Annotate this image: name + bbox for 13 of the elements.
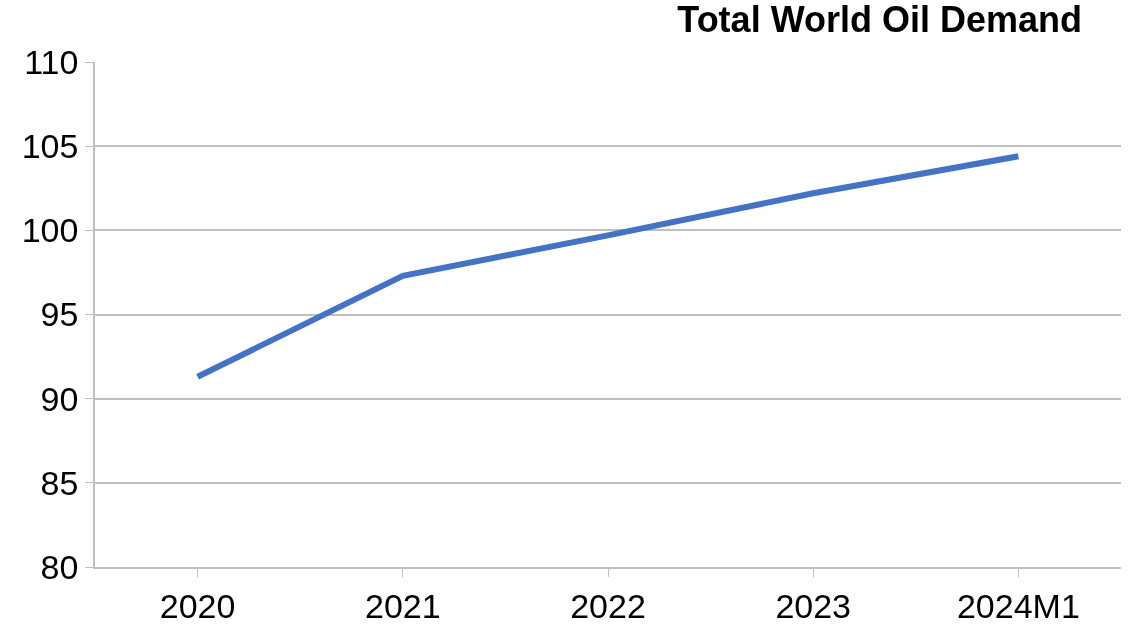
- chart-title: Total World Oil Demand: [677, 0, 1083, 40]
- x-tick-label: 2021: [364, 586, 441, 625]
- y-tick-label: 80: [40, 547, 79, 586]
- y-tick-label: 110: [24, 42, 79, 81]
- x-tick-label: 2020: [159, 586, 236, 625]
- y-tick-label: 100: [21, 211, 79, 250]
- y-tick-label: 105: [21, 127, 79, 166]
- x-tick-label: 2023: [775, 586, 852, 625]
- y-tick-label: 90: [40, 379, 79, 418]
- x-tick-label: 2024M1: [956, 586, 1080, 625]
- y-tick-label: 85: [40, 463, 79, 502]
- y-tick-label: 95: [40, 295, 79, 334]
- x-tick-label: 2022: [570, 586, 646, 625]
